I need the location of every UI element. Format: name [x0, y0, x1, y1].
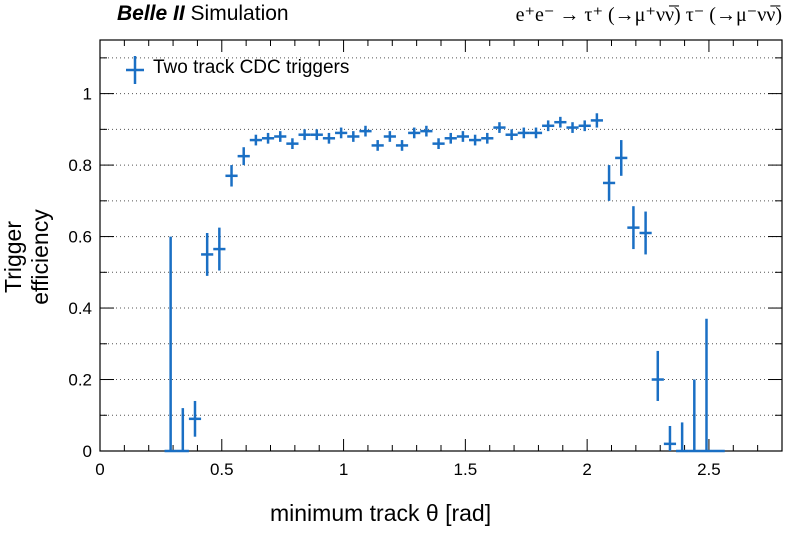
- x-tick-label: 0: [95, 460, 104, 479]
- x-axis-label: minimum track θ [rad]: [270, 500, 492, 526]
- y-tick-label: 0: [83, 442, 92, 461]
- experiment-label: Belle II Simulation: [117, 2, 289, 26]
- y-tick-label: 0.6: [68, 228, 92, 247]
- x-tick-label: 2: [582, 460, 591, 479]
- simulation-tag: Simulation: [190, 2, 289, 25]
- x-tick-label: 0.5: [210, 460, 234, 479]
- x-tick-label: 1.5: [454, 460, 478, 479]
- y-tick-label: 0.8: [68, 156, 92, 175]
- x-tick-label: 1: [339, 460, 348, 479]
- legend-label: Two track CDC triggers: [153, 57, 350, 78]
- y-tick-label: 0.4: [68, 299, 92, 318]
- experiment-name: Belle II: [117, 2, 185, 25]
- y-tick-label: 1: [83, 85, 92, 104]
- x-tick-label: 2.5: [697, 460, 721, 479]
- process-label: e⁺e⁻ → τ⁺ (→μ⁺νν̅) τ⁻ (→μ⁻νν̅): [515, 4, 782, 26]
- plot-frame: [99, 39, 783, 452]
- y-tick-label: 0.2: [68, 371, 92, 390]
- y-axis-label: Trigger efficiency: [0, 209, 53, 305]
